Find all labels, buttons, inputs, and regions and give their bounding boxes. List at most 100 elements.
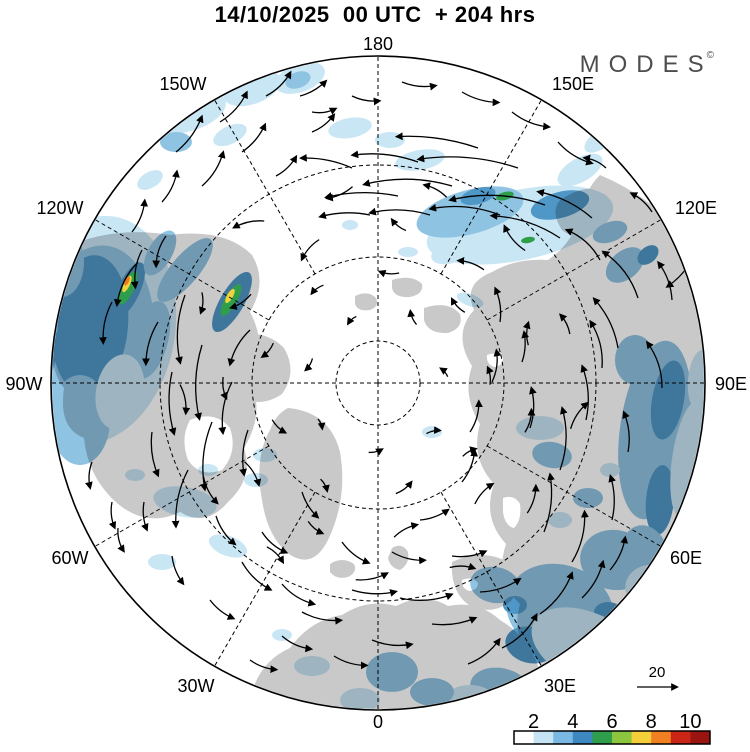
land-shape bbox=[388, 545, 409, 570]
wind-arrow bbox=[377, 270, 400, 278]
modes-logo-text: MODES bbox=[579, 51, 713, 78]
wind-arrow bbox=[368, 207, 431, 216]
shade-blob-dark bbox=[650, 360, 686, 440]
shade-blob-light bbox=[95, 354, 145, 430]
inland-water-shape bbox=[503, 496, 521, 528]
shade-blob-mid bbox=[416, 186, 524, 238]
wind-arrow bbox=[241, 122, 267, 153]
shade-blob-mid bbox=[143, 230, 177, 276]
wind-arrow bbox=[241, 561, 273, 591]
precip-hotspot-layer bbox=[118, 191, 535, 316]
wind-arrow bbox=[219, 90, 248, 123]
meridian-line bbox=[214, 491, 316, 667]
shade-blob-light bbox=[431, 235, 479, 265]
wind-arrow bbox=[428, 203, 501, 216]
map-boundary-circle bbox=[50, 55, 706, 711]
colorbar-cell bbox=[690, 731, 711, 744]
longitude-label: 150E bbox=[552, 74, 594, 94]
wind-arrow bbox=[486, 365, 494, 385]
wind-arrow bbox=[275, 154, 298, 177]
reference-arrow-label: 20 bbox=[649, 664, 666, 681]
wind-arrow bbox=[451, 550, 488, 558]
wind-arrow bbox=[199, 292, 207, 315]
wind-arrow bbox=[543, 472, 555, 533]
shade-blob-light bbox=[223, 69, 281, 107]
shade-blob-light bbox=[208, 534, 248, 558]
meridian-line bbox=[214, 99, 316, 275]
wind-arrow bbox=[175, 114, 204, 153]
wind-arrow bbox=[244, 461, 262, 487]
colorbar-cell bbox=[651, 731, 672, 744]
shade-blob-mid bbox=[615, 335, 655, 385]
longitude-label: 30E bbox=[544, 676, 576, 696]
land-shape bbox=[330, 560, 356, 578]
wind-arrow bbox=[179, 384, 191, 416]
shade-blob-light bbox=[137, 170, 163, 190]
shade-blob-mid bbox=[605, 247, 645, 283]
longitude-label: 90E bbox=[715, 374, 747, 394]
inland-water-shape bbox=[486, 353, 503, 367]
wind-arrow bbox=[439, 367, 449, 377]
wind-arrow bbox=[582, 154, 607, 169]
wind-arrow bbox=[536, 188, 593, 219]
wind-arrow bbox=[371, 639, 414, 650]
wind-arrow bbox=[194, 344, 203, 421]
wind-arrow bbox=[261, 531, 289, 554]
wind-arrow bbox=[117, 527, 125, 553]
wind-arrow bbox=[646, 340, 663, 389]
wind-arrow bbox=[657, 260, 673, 301]
colorbar-cell bbox=[612, 731, 633, 744]
wind-arrow bbox=[215, 515, 237, 546]
longitude-labels: 180 150W 150E 120W 120E 90W 90E 60W 60E 30W 30E 0 bbox=[5, 34, 747, 732]
shade-blob-light bbox=[244, 473, 268, 487]
wind-arrow bbox=[281, 635, 314, 653]
wind-arrow bbox=[456, 257, 485, 271]
shade-blob-light bbox=[395, 149, 445, 171]
shade-blob-mid bbox=[410, 678, 454, 706]
wind-arrow bbox=[393, 522, 420, 538]
wind-arrow bbox=[201, 150, 226, 187]
colorbar-cell bbox=[553, 731, 574, 744]
wind-arrow bbox=[581, 559, 606, 599]
wind-arrow bbox=[113, 261, 139, 308]
longitude-label: 60E bbox=[670, 548, 702, 568]
wind-arrow bbox=[407, 309, 418, 325]
wind-arrow bbox=[479, 577, 522, 593]
longitude-label: 0 bbox=[373, 712, 383, 732]
colorbar: 2 4 6 8 10 bbox=[513, 711, 711, 745]
wind-arrow bbox=[461, 448, 479, 483]
shade-blob-light bbox=[272, 629, 292, 641]
wind-arrow bbox=[529, 386, 537, 429]
wind-arrow bbox=[521, 330, 530, 363]
shade-blob-light bbox=[294, 656, 330, 676]
wind-arrow bbox=[489, 212, 561, 239]
wind-arrow bbox=[108, 501, 117, 530]
wind-arrow bbox=[589, 319, 603, 369]
shade-blob-light bbox=[456, 292, 484, 308]
wind-arrow bbox=[341, 541, 371, 565]
wind-arrow bbox=[150, 431, 160, 478]
page-title: 14/10/2025 00 UTC + 204 hrs bbox=[214, 2, 536, 27]
longitude-label: 120W bbox=[36, 198, 83, 218]
wind-arrow bbox=[467, 637, 501, 665]
colorbar-tick-label: 10 bbox=[679, 711, 701, 733]
wind-arrows-layer bbox=[85, 70, 701, 674]
wind-arrow bbox=[168, 371, 177, 436]
shade-blob-mid bbox=[592, 220, 628, 244]
wind-arrow bbox=[239, 429, 249, 477]
shade-blob-mid bbox=[366, 652, 418, 692]
wind-arrow bbox=[333, 655, 369, 670]
meridian-line bbox=[94, 445, 270, 547]
shade-blob-light bbox=[398, 247, 418, 257]
wind-arrow bbox=[622, 410, 630, 453]
shade-blob-yellow bbox=[225, 288, 235, 304]
wind-arrow bbox=[227, 329, 251, 367]
meridian-line bbox=[440, 99, 542, 275]
wind-arrow bbox=[307, 521, 325, 535]
wind-arrow bbox=[141, 501, 149, 532]
colorbar-tick-label: 8 bbox=[646, 711, 657, 733]
shade-blob-light bbox=[342, 220, 358, 230]
wind-arrow bbox=[539, 571, 574, 615]
wind-arrow bbox=[346, 315, 357, 326]
inland-water-layer bbox=[184, 353, 521, 591]
